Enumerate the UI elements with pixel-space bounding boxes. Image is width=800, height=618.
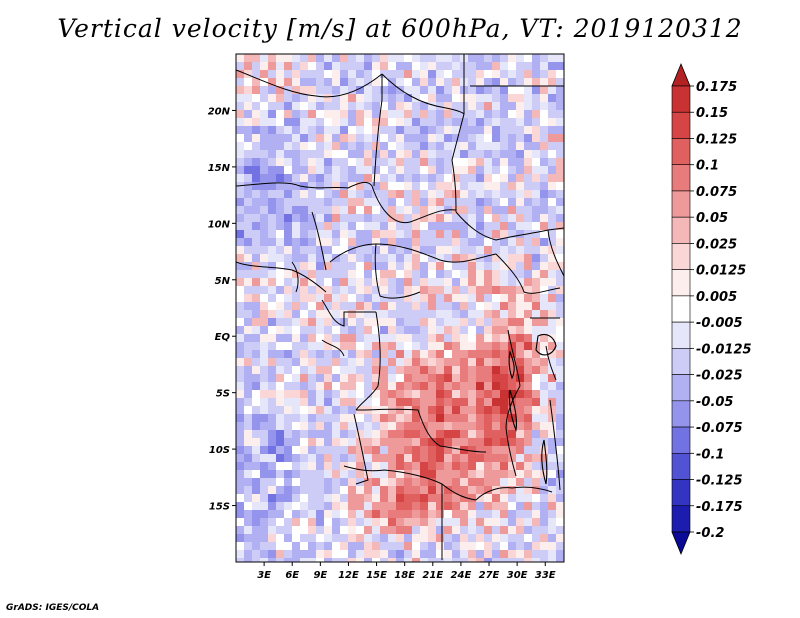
x-tick-label: 21E [422,570,443,581]
colorbar-label: -0.005 [696,316,743,331]
colorbar-segment [671,426,691,454]
colorbar-segment [671,374,691,402]
x-tick-label: 12E [338,570,359,581]
colorbar-segment [671,85,691,113]
x-tick-label: 27E [479,570,500,581]
colorbar-segment [671,452,691,480]
colorbar-segment [671,479,691,507]
credit-label: GrADS: IGES/COLA [6,603,100,613]
y-tick-label: 5N [215,276,231,287]
colorbar-segment [671,243,691,270]
x-tick-label: 18E [394,570,415,581]
map-field [236,54,564,562]
x-tick-label: 24E [451,570,472,581]
colorbar-top-triangle [671,62,691,87]
colorbar-label: 0.025 [696,237,737,252]
colorbar-label: -0.175 [696,500,743,515]
y-tick-label: 5S [216,389,230,400]
x-tick-label: 30E [507,570,528,581]
colorbar-segment [671,505,691,533]
colorbar-label: 0.175 [696,80,737,95]
x-tick-label: 9E [313,570,327,581]
colorbar-segment [671,216,691,244]
colorbar-label: 0.075 [696,185,737,200]
velocity-field-cells [236,54,564,562]
colorbar: 0.175 0.15 0.125 0.1 0.075 0.05 0.025 0.0125 0.0… [671,62,752,556]
y-tick-label: 10N [208,219,231,230]
country-borders [236,54,564,560]
y-tick-label: 20N [208,106,231,117]
x-tick-label: 3E [257,570,271,581]
colorbar-label: -0.075 [696,421,743,436]
colorbar-label: -0.025 [696,369,743,384]
y-tick-label: 15N [208,163,231,174]
colorbar-segment [671,295,691,323]
colorbar-segment [671,164,691,192]
y-tick-label: 10S [209,445,230,456]
colorbar-segment [671,138,691,166]
y-tick-label: 15S [209,502,230,513]
colorbar-label: 0.1 [696,159,719,174]
colorbar-label: -0.1 [696,447,724,462]
colorbar-segment [671,269,691,297]
colorbar-label: 0.05 [696,211,728,226]
colorbar-segment [671,111,691,139]
lake-outlines [508,333,557,485]
colorbar-segment [671,190,691,218]
colorbar-segment [671,348,691,375]
x-axis: 3E 6E 9E 12E 15E 18E 21E 24E 27E 30E 33E [257,562,556,581]
colorbar-label: 0.125 [696,132,737,147]
y-tick-label: EQ [215,332,231,343]
colorbar-label: -0.2 [696,526,724,541]
colorbar-label: 0.005 [696,290,737,305]
colorbar-label: -0.05 [696,395,733,410]
colorbar-segment [671,321,691,349]
colorbar-label: 0.0125 [696,264,746,279]
x-tick-label: 33E [535,570,556,581]
x-tick-label: 15E [366,570,387,581]
y-axis: 20N 15N 10N 5N EQ 5S 10S 15S [208,106,236,513]
map-title: Vertical velocity [m/s] at 600hPa, VT: 2… [57,14,743,43]
colorbar-label: -0.125 [696,474,743,489]
colorbar-label: -0.0125 [696,342,752,357]
colorbar-segment [671,400,691,428]
colorbar-label: 0.15 [696,106,728,121]
colorbar-bottom-triangle [671,531,691,556]
map-frame [235,53,565,563]
x-tick-label: 6E [285,570,299,581]
